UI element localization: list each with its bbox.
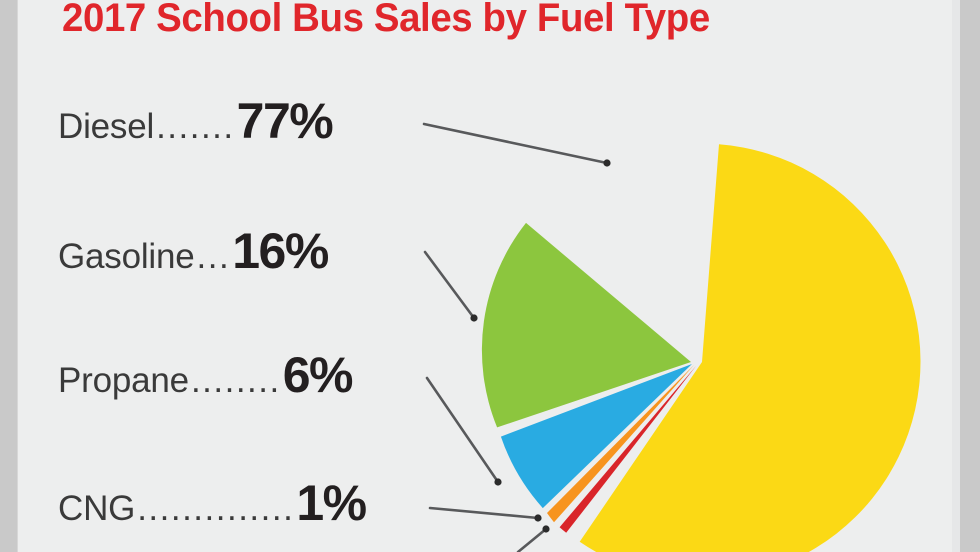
leader-lines <box>422 122 609 552</box>
legend-row-gasoline: Gasoline ... 16% <box>58 223 329 279</box>
legend-label-gasoline: Gasoline <box>58 237 195 276</box>
legend-row-propane: Propane ........ 6% <box>58 347 354 403</box>
legend-leader-dots-diesel: ....... <box>156 107 235 146</box>
legend-row-diesel: Diesel ....... 77% <box>58 93 334 149</box>
leader-dot-gasoline <box>470 314 478 322</box>
pie-slice-cng <box>547 365 694 523</box>
leader-line-other <box>516 527 548 552</box>
pie-slice-propane <box>500 364 692 509</box>
legend-value-propane: 6% <box>282 347 354 403</box>
legend-value-gasoline: 16% <box>232 223 329 279</box>
legend-value-diesel: 77% <box>236 93 334 149</box>
page-title: 2017 School Bus Sales by Fuel Type <box>62 0 710 40</box>
leader-dot-cng <box>534 514 542 522</box>
left-gutter <box>0 0 18 552</box>
legend-leader-dots-propane: ........ <box>190 361 281 400</box>
pie-slice-gasoline <box>481 222 691 428</box>
leader-line-diesel <box>422 122 609 165</box>
canvas-right-edge <box>952 0 960 552</box>
legend-label-cng: CNG <box>58 489 136 528</box>
leader-dot-propane <box>494 478 502 486</box>
legend-label-propane: Propane <box>58 361 189 400</box>
legend-row-cng: CNG .............. 1% <box>58 475 367 531</box>
legend-leader-dots-cng: .............. <box>137 489 295 528</box>
leader-line-gasoline <box>423 250 476 320</box>
pie-slice-other <box>559 366 696 533</box>
leader-line-propane <box>425 376 500 484</box>
legend-value-cng: 1% <box>296 475 367 531</box>
legend-leader-dots-gasoline: ... <box>196 237 231 276</box>
pie-slice-diesel <box>579 144 921 552</box>
leader-line-cng <box>428 506 540 520</box>
leader-dots <box>470 159 611 533</box>
infographic-canvas: 2017 School Bus Sales by Fuel Type Diese… <box>18 0 960 552</box>
right-gutter <box>960 0 980 552</box>
leader-dot-diesel <box>603 159 611 167</box>
legend-label-diesel: Diesel <box>58 107 155 146</box>
leader-dot-other <box>542 525 550 533</box>
